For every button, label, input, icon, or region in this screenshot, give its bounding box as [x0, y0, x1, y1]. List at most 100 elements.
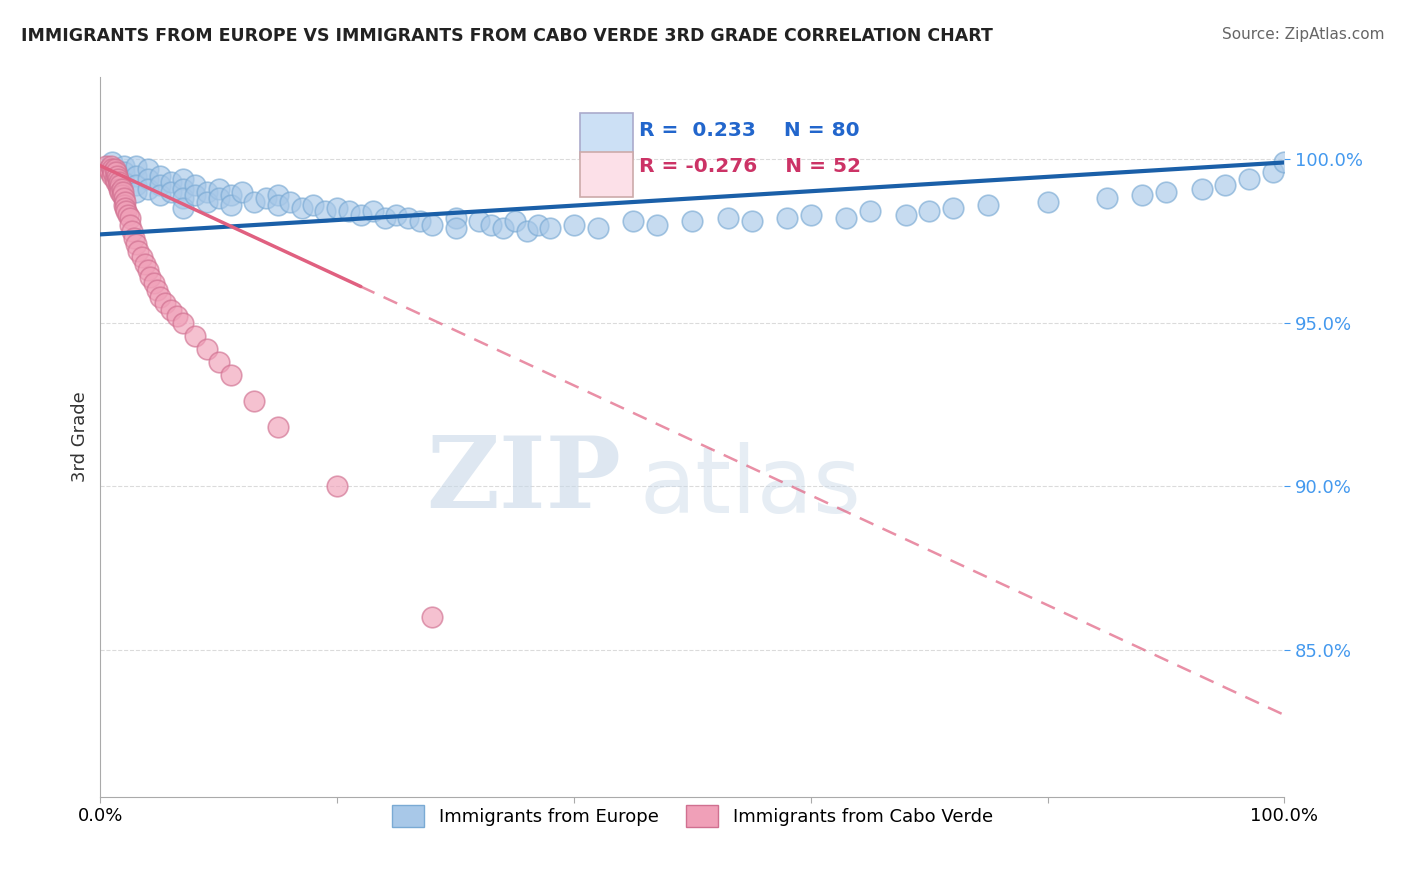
Point — [1130, 188, 1153, 202]
Point — [166, 309, 188, 323]
Point — [148, 178, 170, 193]
Point — [527, 218, 550, 232]
Point — [114, 194, 136, 209]
Point — [918, 204, 941, 219]
Point — [110, 185, 132, 199]
Point — [243, 394, 266, 409]
Point — [337, 204, 360, 219]
Point — [800, 208, 823, 222]
Point — [121, 224, 143, 238]
Point — [136, 161, 159, 176]
Point — [115, 204, 138, 219]
Point — [586, 220, 609, 235]
Point — [111, 181, 134, 195]
FancyBboxPatch shape — [579, 113, 633, 158]
Point — [103, 161, 125, 176]
Point — [101, 169, 124, 183]
Point — [1213, 178, 1236, 193]
Point — [278, 194, 301, 209]
Point — [127, 244, 149, 258]
Point — [208, 355, 231, 369]
Point — [195, 342, 218, 356]
Point — [122, 230, 145, 244]
Point — [146, 283, 169, 297]
Point — [172, 316, 194, 330]
Point — [219, 198, 242, 212]
Point — [208, 181, 231, 195]
Point — [741, 214, 763, 228]
Point — [420, 218, 443, 232]
Point — [172, 191, 194, 205]
Point — [444, 211, 467, 225]
Point — [160, 302, 183, 317]
Point — [134, 257, 156, 271]
Point — [267, 188, 290, 202]
Point — [1261, 165, 1284, 179]
Point — [136, 171, 159, 186]
Point — [219, 188, 242, 202]
Point — [302, 198, 325, 212]
Point — [112, 159, 135, 173]
Point — [621, 214, 644, 228]
Point — [160, 175, 183, 189]
Point — [118, 218, 141, 232]
Point — [516, 224, 538, 238]
Point — [231, 185, 253, 199]
Point — [136, 181, 159, 195]
Point — [184, 188, 207, 202]
Point — [125, 178, 148, 193]
Point — [314, 204, 336, 219]
Point — [479, 218, 502, 232]
Point — [110, 178, 132, 193]
Point — [108, 181, 131, 195]
Point — [942, 201, 965, 215]
Point — [117, 208, 139, 222]
FancyBboxPatch shape — [579, 153, 633, 197]
Point — [184, 178, 207, 193]
Point — [538, 220, 561, 235]
Point — [136, 263, 159, 277]
Point — [172, 181, 194, 195]
Point — [108, 175, 131, 189]
Point — [104, 165, 127, 179]
Point — [1237, 171, 1260, 186]
Point — [776, 211, 799, 225]
Point — [267, 420, 290, 434]
Point — [350, 208, 373, 222]
Point — [409, 214, 432, 228]
Point — [98, 165, 121, 179]
Legend: Immigrants from Europe, Immigrants from Cabo Verde: Immigrants from Europe, Immigrants from … — [385, 798, 1000, 835]
Point — [118, 211, 141, 225]
Point — [291, 201, 314, 215]
Point — [326, 201, 349, 215]
Point — [859, 204, 882, 219]
Point — [112, 191, 135, 205]
Point — [142, 277, 165, 291]
Point — [112, 165, 135, 179]
Point — [148, 188, 170, 202]
Point — [208, 191, 231, 205]
Point — [645, 218, 668, 232]
Point — [107, 178, 129, 193]
Point — [717, 211, 740, 225]
Point — [195, 185, 218, 199]
Point — [1036, 194, 1059, 209]
Point — [100, 159, 122, 173]
Point — [112, 175, 135, 189]
Point — [101, 161, 124, 176]
Text: Source: ZipAtlas.com: Source: ZipAtlas.com — [1222, 27, 1385, 42]
Point — [111, 185, 134, 199]
Point — [148, 289, 170, 303]
Point — [125, 237, 148, 252]
Point — [219, 368, 242, 382]
Point — [101, 155, 124, 169]
Point — [111, 188, 134, 202]
Point — [420, 610, 443, 624]
Point — [1095, 191, 1118, 205]
Point — [107, 171, 129, 186]
Point — [97, 161, 120, 176]
Text: ZIP: ZIP — [426, 432, 621, 529]
Point — [131, 250, 153, 264]
Text: IMMIGRANTS FROM EUROPE VS IMMIGRANTS FROM CABO VERDE 3RD GRADE CORRELATION CHART: IMMIGRANTS FROM EUROPE VS IMMIGRANTS FRO… — [21, 27, 993, 45]
Y-axis label: 3rd Grade: 3rd Grade — [72, 392, 89, 483]
